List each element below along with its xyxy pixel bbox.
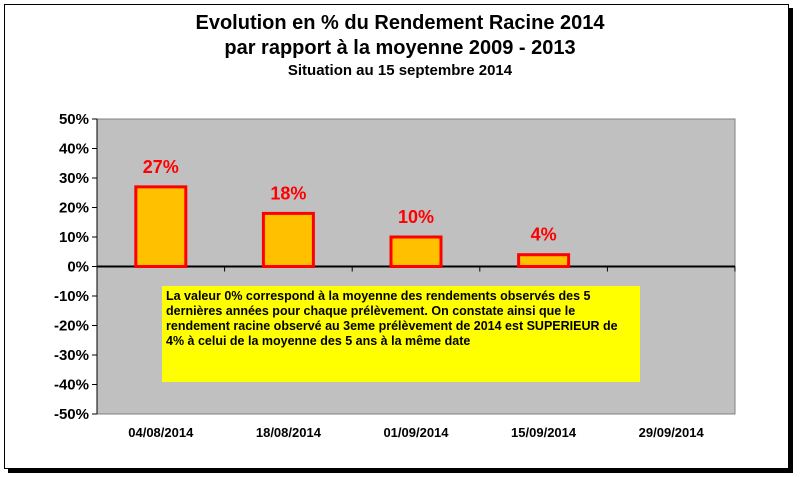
y-tick-label: 50% bbox=[59, 111, 89, 128]
chart-title: Evolution en % du Rendement Racine 2014 bbox=[195, 12, 605, 34]
data-label: 18% bbox=[270, 183, 306, 203]
bar bbox=[134, 185, 188, 269]
annotation-box: La valeur 0% correspond à la moyenne des… bbox=[162, 286, 640, 382]
y-tick-label: 20% bbox=[59, 200, 89, 217]
y-tick-label: -10% bbox=[54, 288, 89, 305]
chart-subtitle: par rapport à la moyenne 2009 - 2013 bbox=[224, 37, 576, 59]
bar bbox=[517, 253, 571, 268]
chart-date-subtitle: Situation au 15 septembre 2014 bbox=[287, 62, 513, 79]
data-label: 27% bbox=[143, 157, 179, 177]
bar bbox=[389, 235, 443, 268]
y-tick-label: 40% bbox=[59, 141, 89, 158]
y-tick-label: 30% bbox=[59, 170, 89, 187]
y-tick-label: -30% bbox=[54, 347, 89, 364]
x-tick-label: 29/09/2014 bbox=[639, 425, 705, 440]
data-label: 4% bbox=[531, 225, 557, 245]
x-tick-label: 04/08/2014 bbox=[128, 425, 194, 440]
x-tick-label: 01/09/2014 bbox=[383, 425, 449, 440]
y-tick-label: 0% bbox=[67, 259, 89, 276]
y-tick-label: 10% bbox=[59, 229, 89, 246]
y-tick-label: -50% bbox=[54, 406, 89, 423]
x-tick-label: 18/08/2014 bbox=[256, 425, 322, 440]
y-tick-label: -20% bbox=[54, 318, 89, 335]
y-tick-label: -40% bbox=[54, 377, 89, 394]
x-tick-label: 15/09/2014 bbox=[511, 425, 577, 440]
data-label: 10% bbox=[398, 207, 434, 227]
bar bbox=[261, 211, 315, 268]
